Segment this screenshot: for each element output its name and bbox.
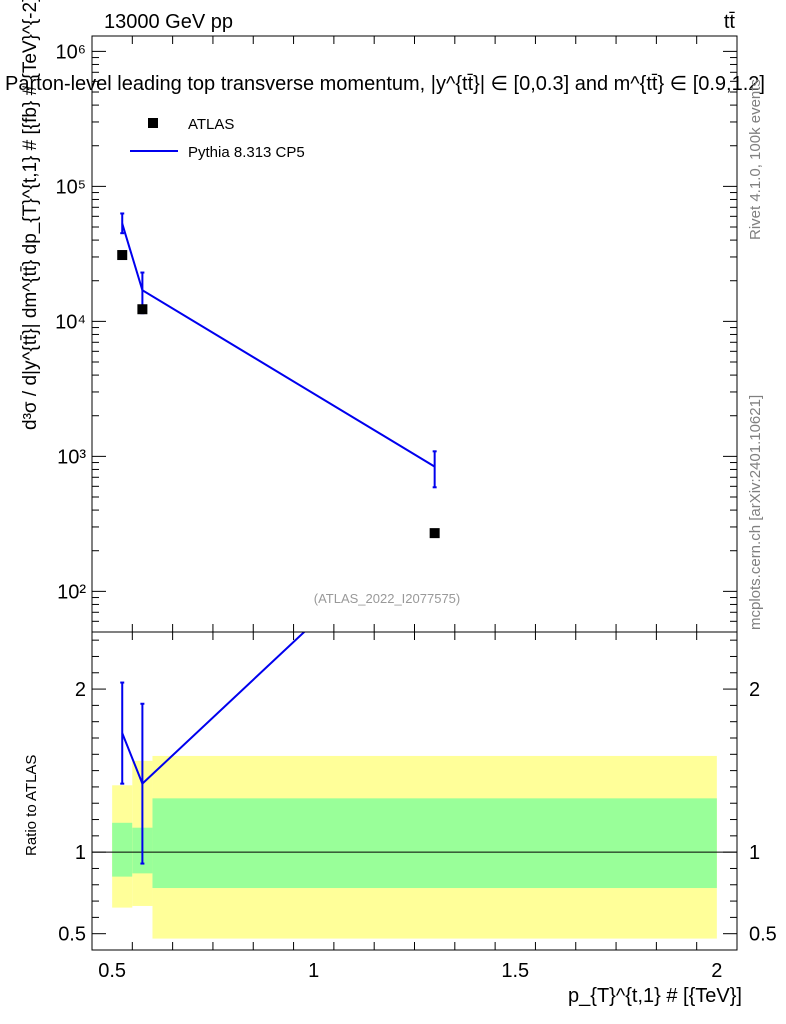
x-tick-label: 2 — [711, 960, 722, 982]
rivet-version-label: Rivet 4.1.0, 100k events — [747, 79, 764, 240]
plot-subtitle: Parton-level leading top transverse mome… — [5, 73, 765, 95]
pythia-line — [121, 223, 436, 468]
ratio-series-layer — [120, 632, 306, 865]
main-y-tick-label: 10⁵ — [55, 176, 86, 198]
x-tick-label: 1.5 — [501, 960, 529, 982]
process-label: tt̄ — [724, 11, 736, 33]
ratio-y-tick-label-right: 0.5 — [749, 924, 777, 946]
main-y-tick-label: 10⁶ — [56, 41, 86, 63]
main-y-tick-label: 10² — [57, 581, 86, 603]
ratio-y-axis: 0.5 0.5 1 1 2 2 — [58, 639, 777, 946]
ratio-uncertainty-bands — [92, 755, 737, 939]
x-tick-label: 1 — [308, 960, 319, 982]
ratio-y-tick-label: 0.5 — [58, 924, 86, 946]
atlas-data-point — [137, 304, 148, 315]
main-y-axis-title: d³σ / d|y^{tt̄}| dm^{tt̄} dp_{T}^{t,1} #… — [20, 0, 41, 430]
atlas-data-point — [429, 528, 440, 539]
ratio-y-tick-label: 1 — [75, 842, 86, 864]
ratio-y-tick-label-right: 2 — [749, 679, 760, 701]
ratio-y-tick-label: 2 — [75, 679, 86, 701]
main-y-axis: 10² 10³ 10⁴ 10⁵ 10⁶ — [55, 41, 737, 633]
legend: ATLAS Pythia 8.313 CP5 — [130, 116, 305, 161]
x-axis-title: p_{T}^{t,1} # [{TeV}] — [568, 985, 742, 1007]
legend-pythia-label: Pythia 8.313 CP5 — [188, 144, 305, 161]
legend-atlas-marker — [148, 118, 158, 128]
main-y-tick-label: 10³ — [57, 446, 86, 468]
x-tick-label: 0.5 — [98, 960, 126, 982]
pythia-ratio-line — [121, 632, 306, 786]
stat-uncertainty-band — [152, 798, 717, 889]
legend-atlas-label: ATLAS — [188, 116, 234, 133]
x-axis: 0.5 1 1.5 2 — [91, 36, 738, 982]
atlas-data-point — [117, 250, 128, 261]
stat-uncertainty-band — [112, 822, 133, 877]
ratio-y-tick-label-right: 1 — [749, 842, 760, 864]
main-y-tick-label: 10⁴ — [55, 311, 86, 333]
main-series-layer — [117, 212, 440, 539]
mcplots-label: mcplots.cern.ch [arXiv:2401.10621] — [747, 395, 764, 630]
analysis-watermark: (ATLAS_2022_I2077575) — [314, 591, 460, 606]
ratio-y-axis-title: Ratio to ATLAS — [23, 755, 40, 856]
energy-label: 13000 GeV pp — [104, 11, 233, 33]
